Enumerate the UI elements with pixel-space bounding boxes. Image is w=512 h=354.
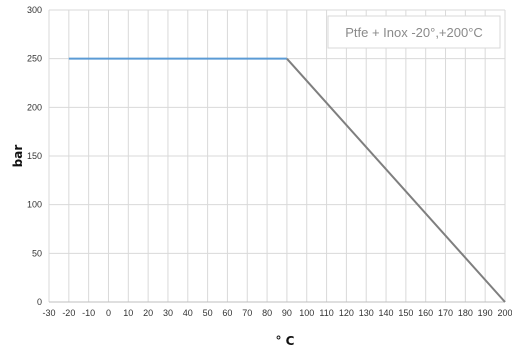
grid xyxy=(48,9,506,303)
annotation-box: Ptfe + Inox -20°,+200°C xyxy=(327,15,501,49)
y-tick-labels: 0 50 100 150 200 250 300 xyxy=(27,5,42,307)
x-tick-label: 70 xyxy=(242,308,252,318)
x-tick-label: 0 xyxy=(106,308,111,318)
annotation-text: Ptfe + Inox -20°,+200°C xyxy=(345,25,483,40)
x-tick-label: 150 xyxy=(398,308,413,318)
y-tick-label: 100 xyxy=(27,200,42,210)
x-tick-label: 20 xyxy=(143,308,153,318)
x-tick-label: 120 xyxy=(339,308,354,318)
x-tick-label: 190 xyxy=(478,308,493,318)
x-tick-label: -10 xyxy=(82,308,95,318)
series-line-2 xyxy=(286,57,506,303)
x-tick-labels: -30 -20 -10 0 10 20 30 40 50 60 70 80 90 100 110 120 130… xyxy=(42,308,512,318)
x-tick-label: -30 xyxy=(42,308,55,318)
x-tick-label: 30 xyxy=(163,308,173,318)
x-tick-label: 40 xyxy=(183,308,193,318)
x-tick-label: 160 xyxy=(418,308,433,318)
series-lines xyxy=(68,57,506,303)
x-tick-label: 140 xyxy=(379,308,394,318)
x-tick-label: 110 xyxy=(319,308,333,318)
y-tick-label: 50 xyxy=(32,248,42,258)
x-tick-label: -20 xyxy=(62,308,75,318)
y-tick-label: 250 xyxy=(27,54,42,64)
x-tick-label: 80 xyxy=(262,308,272,318)
x-tick-label: 100 xyxy=(299,308,314,318)
y-tick-label: 150 xyxy=(27,151,42,161)
x-tick-label: 200 xyxy=(497,308,512,318)
x-tick-label: 90 xyxy=(282,308,292,318)
x-tick-label: 10 xyxy=(123,308,133,318)
y-axis-title: bar xyxy=(11,145,25,168)
x-axis-title: ° C xyxy=(276,334,295,348)
y-tick-label: 200 xyxy=(27,102,42,112)
y-tick-label: 300 xyxy=(27,5,42,15)
x-tick-label: 60 xyxy=(222,308,232,318)
x-tick-label: 170 xyxy=(438,308,453,318)
x-tick-label: 130 xyxy=(359,308,374,318)
x-tick-label: 180 xyxy=(458,308,473,318)
y-tick-label: 0 xyxy=(37,297,42,307)
x-tick-label: 50 xyxy=(203,308,213,318)
